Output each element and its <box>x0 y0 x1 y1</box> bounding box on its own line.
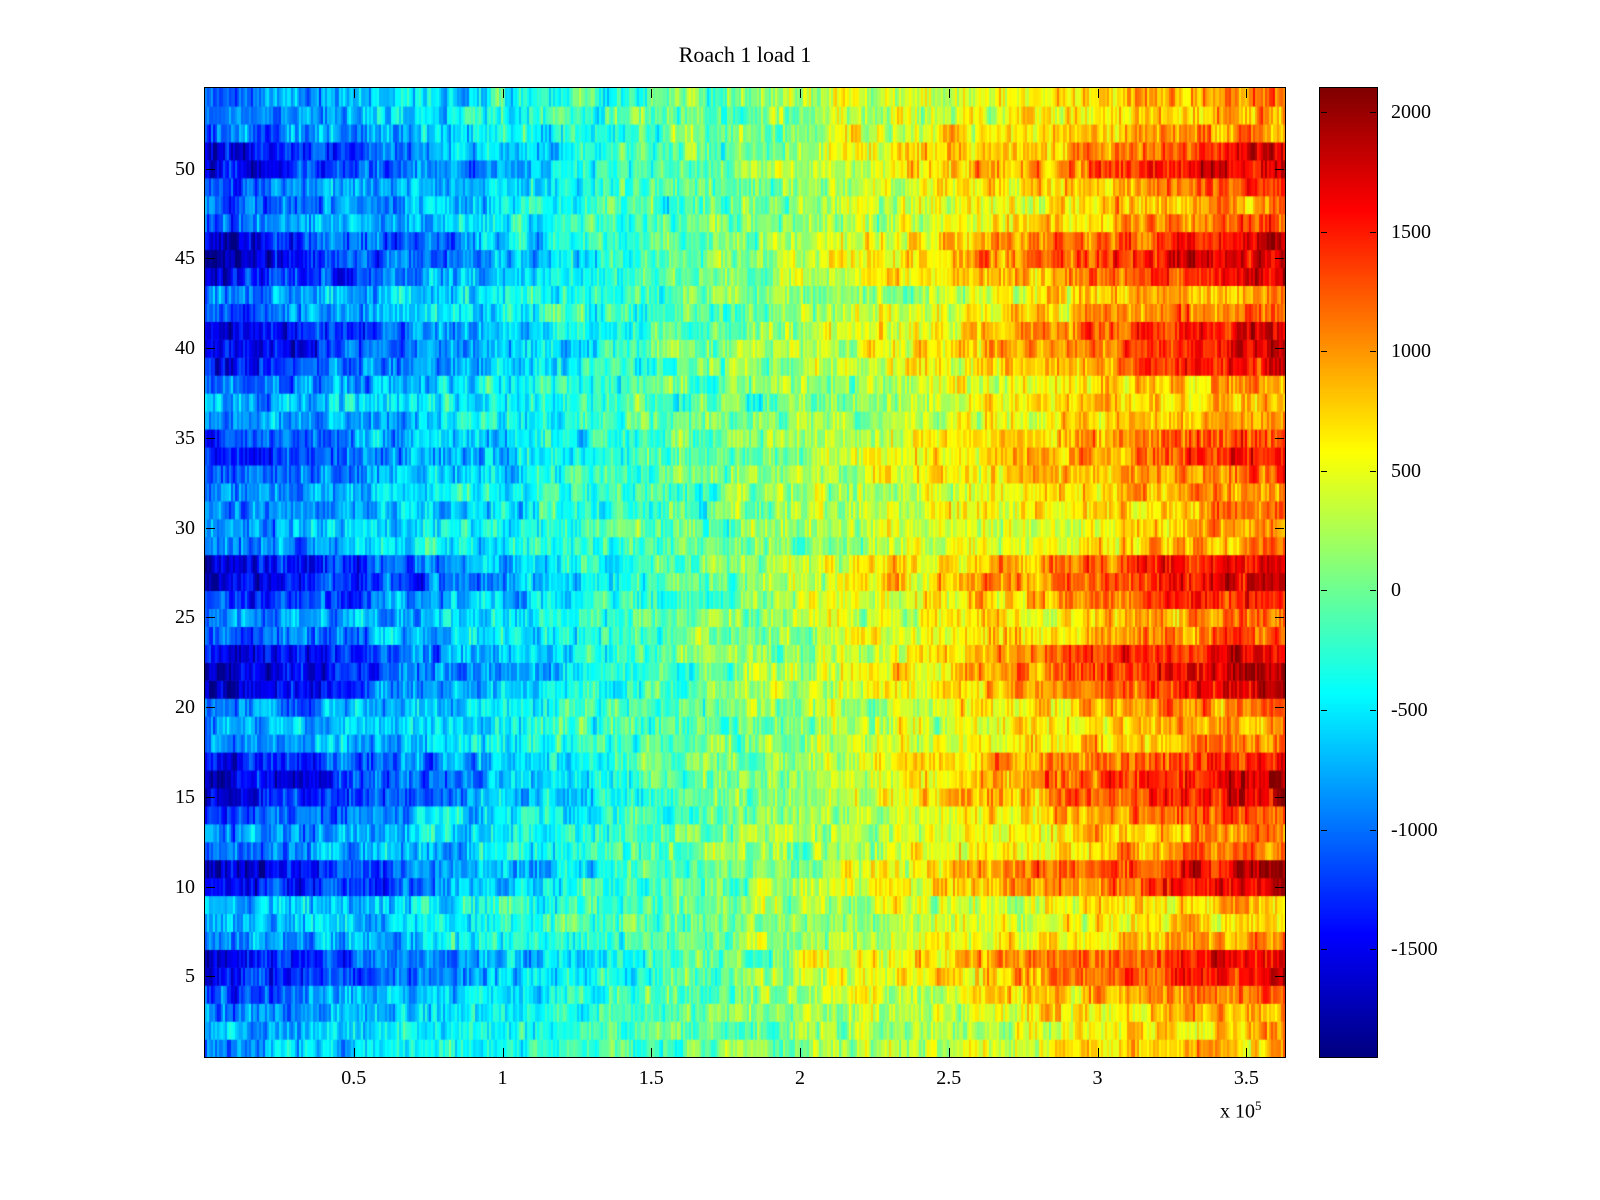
colorbar-tick-mark-left <box>1321 470 1327 472</box>
x-tick-mark <box>353 1048 355 1057</box>
colorbar-tick-label: 1500 <box>1391 220 1431 243</box>
y-tick-mark <box>206 258 215 260</box>
y-tick-mark-right <box>1275 707 1284 709</box>
y-tick-mark-right <box>1275 886 1284 888</box>
y-tick-label: 45 <box>175 247 195 270</box>
y-tick-mark <box>206 527 215 529</box>
x-tick-label: 2.5 <box>936 1067 962 1089</box>
y-tick-mark <box>206 707 215 709</box>
y-tick-mark-right <box>1275 617 1284 619</box>
y-tick-label: 15 <box>175 785 195 808</box>
y-tick-mark-right <box>1275 796 1284 798</box>
colorbar-tick-label: 0 <box>1391 579 1401 602</box>
colorbar-tick-label: 2000 <box>1391 100 1431 123</box>
colorbar-tick-mark-left <box>1321 231 1327 233</box>
x-tick-label: 3.5 <box>1233 1067 1259 1089</box>
colorbar-canvas <box>1320 88 1377 1057</box>
y-tick-mark-right <box>1275 527 1284 529</box>
colorbar-tick-label: -1000 <box>1391 818 1438 841</box>
colorbar-tick-mark-left <box>1321 111 1327 113</box>
x-tick-mark <box>1246 1048 1248 1057</box>
y-tick-mark-right <box>1275 437 1284 439</box>
colorbar-tick-mark-left <box>1321 829 1327 831</box>
x-tick-mark <box>1097 1048 1099 1057</box>
x-tick-mark-top <box>651 89 653 98</box>
x-tick-mark-top <box>1246 89 1248 98</box>
x-axis-exponent: x 105 <box>1220 1098 1262 1124</box>
x-tick-label: 1.5 <box>638 1067 664 1089</box>
y-tick-mark <box>206 437 215 439</box>
colorbar-tick-mark <box>1370 231 1376 233</box>
x-exponent-prefix: x 10 <box>1220 1100 1255 1123</box>
y-tick-mark <box>206 976 215 978</box>
colorbar-tick-mark <box>1370 590 1376 592</box>
y-tick-mark-right <box>1275 348 1284 350</box>
y-tick-label: 40 <box>175 337 195 360</box>
colorbar-tick-label: -1500 <box>1391 938 1438 961</box>
x-tick-mark-top <box>353 89 355 98</box>
x-tick-label: 0.5 <box>341 1067 367 1089</box>
colorbar-tick-mark-left <box>1321 351 1327 353</box>
y-tick-mark-right <box>1275 168 1284 170</box>
y-tick-label: 10 <box>175 875 195 898</box>
y-tick-label: 30 <box>175 516 195 539</box>
colorbar-tick-mark <box>1370 351 1376 353</box>
x-tick-mark <box>502 1048 504 1057</box>
colorbar-tick-mark <box>1370 710 1376 712</box>
colorbar-tick-mark-left <box>1321 949 1327 951</box>
x-tick-mark <box>948 1048 950 1057</box>
heatmap-plot-area <box>204 87 1286 1058</box>
x-tick-mark-top <box>1097 89 1099 98</box>
x-tick-mark <box>651 1048 653 1057</box>
y-tick-label: 25 <box>175 606 195 629</box>
y-tick-mark <box>206 796 215 798</box>
colorbar-tick-mark-left <box>1321 710 1327 712</box>
y-tick-mark <box>206 886 215 888</box>
y-tick-mark <box>206 617 215 619</box>
colorbar-tick-label: 500 <box>1391 459 1421 482</box>
colorbar-tick-mark-left <box>1321 590 1327 592</box>
y-tick-label: 5 <box>185 965 195 988</box>
colorbar-tick-label: -500 <box>1391 699 1428 722</box>
x-tick-label: 3 <box>1092 1067 1103 1089</box>
x-tick-mark-top <box>502 89 504 98</box>
colorbar-tick-mark <box>1370 470 1376 472</box>
y-tick-mark-right <box>1275 258 1284 260</box>
y-tick-label: 35 <box>175 426 195 449</box>
x-tick-label: 2 <box>795 1067 806 1089</box>
heatmap-canvas <box>205 88 1285 1057</box>
colorbar-tick-mark <box>1370 949 1376 951</box>
x-exponent-power: 5 <box>1255 1098 1262 1113</box>
colorbar <box>1319 87 1378 1058</box>
y-tick-label: 50 <box>175 157 195 180</box>
colorbar-tick-label: 1000 <box>1391 340 1431 363</box>
x-tick-label: 1 <box>497 1067 508 1089</box>
y-tick-mark-right <box>1275 976 1284 978</box>
y-tick-label: 20 <box>175 696 195 719</box>
colorbar-tick-mark <box>1370 111 1376 113</box>
y-tick-mark <box>206 348 215 350</box>
chart-title: Roach 1 load 1 <box>678 42 812 67</box>
x-tick-mark-top <box>800 89 802 98</box>
colorbar-tick-mark <box>1370 829 1376 831</box>
y-tick-mark <box>206 168 215 170</box>
x-tick-mark <box>800 1048 802 1057</box>
x-tick-mark-top <box>948 89 950 98</box>
